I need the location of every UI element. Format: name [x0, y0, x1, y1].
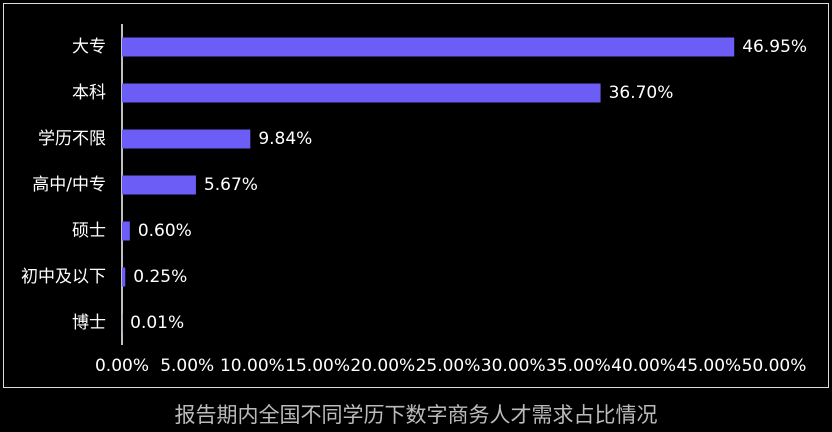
- y-tick-label: 学历不限: [38, 129, 106, 149]
- value-label: 0.25%: [133, 267, 187, 287]
- value-label: 5.67%: [204, 175, 258, 195]
- value-label: 0.01%: [130, 313, 184, 333]
- x-tick-label: 45.00%: [676, 356, 741, 376]
- value-label: 0.60%: [138, 221, 192, 241]
- chart-title: 报告期内全国不同学历下数字商务人才需求占比情况: [175, 403, 658, 427]
- y-tick-label: 初中及以下: [21, 267, 106, 287]
- x-tick-label: 20.00%: [350, 356, 415, 376]
- y-tick-label: 高中/中专: [32, 175, 106, 195]
- x-tick-label: 5.00%: [160, 356, 214, 376]
- bar: [122, 267, 126, 287]
- value-label: 9.84%: [258, 129, 312, 149]
- bar: [122, 175, 196, 195]
- chart-frame: [3, 3, 829, 388]
- bar: [122, 83, 601, 103]
- y-tick-label: 博士: [72, 313, 106, 333]
- value-label: 46.95%: [742, 37, 807, 57]
- bar: [122, 221, 130, 241]
- bar: [122, 129, 251, 149]
- x-tick-label: 0.00%: [95, 356, 149, 376]
- y-tick-label: 本科: [72, 83, 106, 103]
- x-tick-label: 10.00%: [220, 356, 285, 376]
- y-tick-label: 硕士: [72, 221, 106, 241]
- y-tick-label: 大专: [72, 37, 106, 57]
- x-tick-label: 50.00%: [742, 356, 807, 376]
- x-tick-label: 40.00%: [611, 356, 676, 376]
- x-tick-label: 15.00%: [285, 356, 350, 376]
- x-tick-label: 30.00%: [481, 356, 546, 376]
- x-tick-label: 35.00%: [546, 356, 611, 376]
- value-label: 36.70%: [609, 83, 674, 103]
- bar: [122, 37, 735, 57]
- x-tick-label: 25.00%: [416, 356, 481, 376]
